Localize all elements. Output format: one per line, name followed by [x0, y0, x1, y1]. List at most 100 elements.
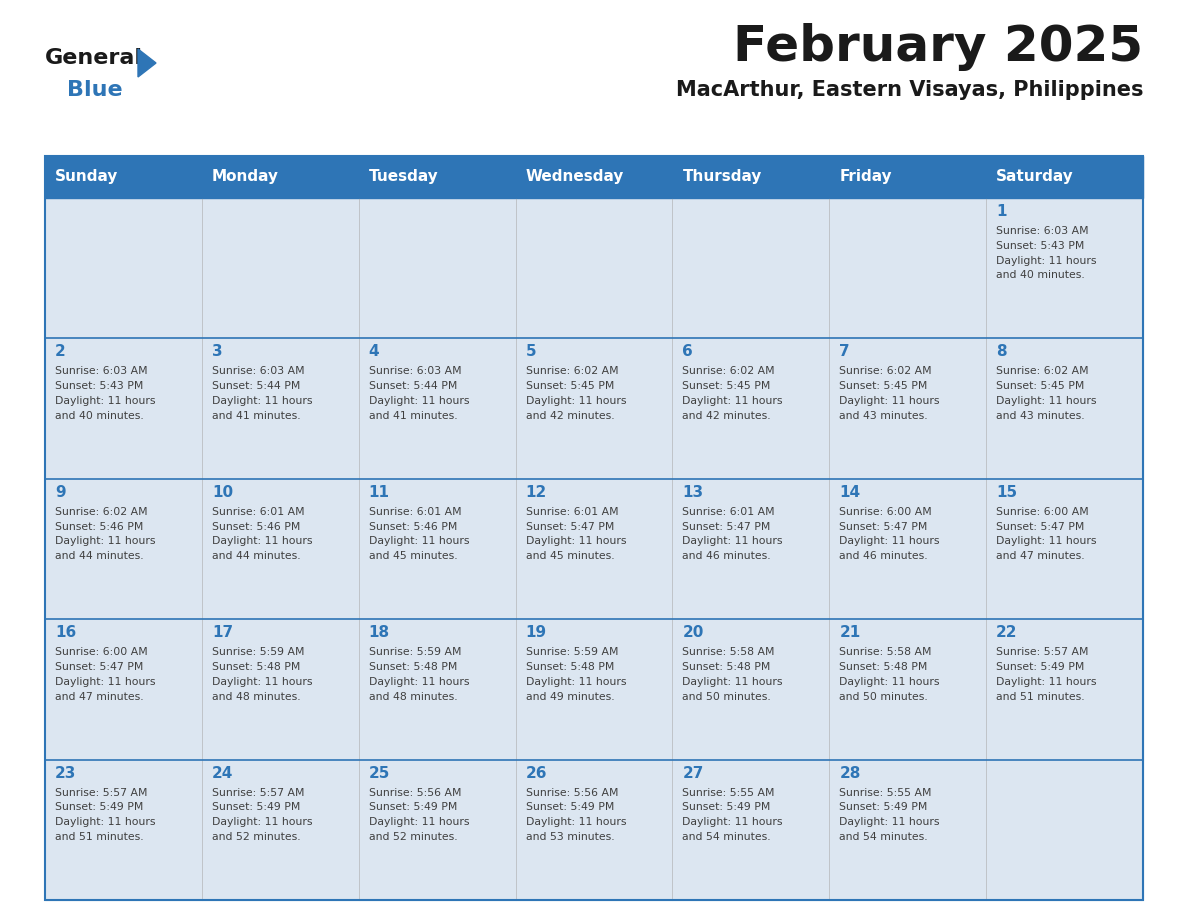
Text: Sunset: 5:48 PM: Sunset: 5:48 PM [839, 662, 928, 672]
Text: Daylight: 11 hours: Daylight: 11 hours [997, 255, 1097, 265]
Text: and 48 minutes.: and 48 minutes. [211, 691, 301, 701]
Text: and 46 minutes.: and 46 minutes. [839, 551, 928, 561]
Text: and 53 minutes.: and 53 minutes. [525, 832, 614, 842]
Bar [202, 339, 359, 479]
Text: Tuesday: Tuesday [368, 170, 438, 185]
Text: 2: 2 [55, 344, 65, 360]
Text: and 54 minutes.: and 54 minutes. [682, 832, 771, 842]
Text: Wednesday: Wednesday [525, 170, 624, 185]
Bar [45, 620, 202, 759]
Text: Sunrise: 6:02 AM: Sunrise: 6:02 AM [997, 366, 1088, 376]
Text: Sunrise: 6:03 AM: Sunrise: 6:03 AM [55, 366, 147, 376]
Text: Sunrise: 6:03 AM: Sunrise: 6:03 AM [211, 366, 304, 376]
Bar [986, 759, 1143, 900]
Text: Daylight: 11 hours: Daylight: 11 hours [997, 396, 1097, 406]
Text: Sunrise: 6:01 AM: Sunrise: 6:01 AM [525, 507, 618, 517]
Bar [202, 198, 359, 339]
Text: and 49 minutes.: and 49 minutes. [525, 691, 614, 701]
Text: and 40 minutes.: and 40 minutes. [997, 271, 1085, 280]
Text: 16: 16 [55, 625, 76, 640]
Text: and 44 minutes.: and 44 minutes. [211, 551, 301, 561]
Text: Sunrise: 5:57 AM: Sunrise: 5:57 AM [55, 788, 147, 798]
Text: Sunrise: 6:01 AM: Sunrise: 6:01 AM [211, 507, 304, 517]
Text: Daylight: 11 hours: Daylight: 11 hours [211, 677, 312, 687]
Bar [45, 759, 202, 900]
Text: Daylight: 11 hours: Daylight: 11 hours [839, 396, 940, 406]
Text: Sunset: 5:47 PM: Sunset: 5:47 PM [997, 521, 1085, 532]
Text: Sunrise: 5:56 AM: Sunrise: 5:56 AM [368, 788, 461, 798]
Text: Sunrise: 6:02 AM: Sunrise: 6:02 AM [839, 366, 931, 376]
Text: Daylight: 11 hours: Daylight: 11 hours [682, 677, 783, 687]
Text: Sunrise: 5:56 AM: Sunrise: 5:56 AM [525, 788, 618, 798]
Text: 20: 20 [682, 625, 703, 640]
Text: 26: 26 [525, 766, 546, 780]
Text: Sunrise: 6:00 AM: Sunrise: 6:00 AM [997, 507, 1089, 517]
Text: and 44 minutes.: and 44 minutes. [55, 551, 144, 561]
Text: Daylight: 11 hours: Daylight: 11 hours [211, 396, 312, 406]
Text: Sunset: 5:47 PM: Sunset: 5:47 PM [55, 662, 144, 672]
Text: Sunset: 5:43 PM: Sunset: 5:43 PM [997, 241, 1085, 251]
Text: Sunrise: 6:00 AM: Sunrise: 6:00 AM [839, 507, 933, 517]
Text: Daylight: 11 hours: Daylight: 11 hours [211, 536, 312, 546]
Text: Sunrise: 6:00 AM: Sunrise: 6:00 AM [55, 647, 147, 657]
Text: Saturday: Saturday [997, 170, 1074, 185]
Text: Daylight: 11 hours: Daylight: 11 hours [997, 536, 1097, 546]
Text: Sunset: 5:48 PM: Sunset: 5:48 PM [525, 662, 614, 672]
Text: Sunset: 5:46 PM: Sunset: 5:46 PM [211, 521, 301, 532]
Bar [672, 479, 829, 620]
Text: 7: 7 [839, 344, 849, 360]
Text: Daylight: 11 hours: Daylight: 11 hours [368, 677, 469, 687]
Text: Daylight: 11 hours: Daylight: 11 hours [368, 817, 469, 827]
Text: Sunset: 5:45 PM: Sunset: 5:45 PM [997, 381, 1085, 391]
Bar [986, 198, 1143, 339]
Bar [672, 759, 829, 900]
Text: 15: 15 [997, 485, 1017, 499]
Text: and 54 minutes.: and 54 minutes. [839, 832, 928, 842]
Text: Sunset: 5:43 PM: Sunset: 5:43 PM [55, 381, 144, 391]
Text: Sunday: Sunday [55, 170, 119, 185]
Bar [359, 759, 516, 900]
Text: and 50 minutes.: and 50 minutes. [682, 691, 771, 701]
Bar [516, 198, 672, 339]
Bar [359, 339, 516, 479]
Text: Sunrise: 5:58 AM: Sunrise: 5:58 AM [839, 647, 931, 657]
Text: Daylight: 11 hours: Daylight: 11 hours [839, 536, 940, 546]
Bar [829, 339, 986, 479]
Text: and 51 minutes.: and 51 minutes. [55, 832, 144, 842]
Text: 1: 1 [997, 204, 1006, 219]
Text: Daylight: 11 hours: Daylight: 11 hours [525, 536, 626, 546]
Text: 8: 8 [997, 344, 1006, 360]
Text: Sunset: 5:46 PM: Sunset: 5:46 PM [55, 521, 144, 532]
Text: Sunset: 5:48 PM: Sunset: 5:48 PM [368, 662, 457, 672]
Bar [45, 479, 202, 620]
Text: Sunset: 5:47 PM: Sunset: 5:47 PM [839, 521, 928, 532]
Text: Sunset: 5:45 PM: Sunset: 5:45 PM [525, 381, 614, 391]
Text: Sunset: 5:47 PM: Sunset: 5:47 PM [525, 521, 614, 532]
Text: 18: 18 [368, 625, 390, 640]
Text: Daylight: 11 hours: Daylight: 11 hours [368, 396, 469, 406]
Text: Daylight: 11 hours: Daylight: 11 hours [368, 536, 469, 546]
Bar [829, 759, 986, 900]
Text: Sunrise: 5:59 AM: Sunrise: 5:59 AM [211, 647, 304, 657]
Bar [359, 198, 516, 339]
Text: and 45 minutes.: and 45 minutes. [525, 551, 614, 561]
Text: Sunset: 5:49 PM: Sunset: 5:49 PM [211, 802, 301, 812]
Text: Sunrise: 5:58 AM: Sunrise: 5:58 AM [682, 647, 775, 657]
Bar [202, 479, 359, 620]
Text: and 52 minutes.: and 52 minutes. [368, 832, 457, 842]
Text: Daylight: 11 hours: Daylight: 11 hours [525, 817, 626, 827]
Text: 12: 12 [525, 485, 546, 499]
Text: Sunset: 5:44 PM: Sunset: 5:44 PM [368, 381, 457, 391]
Text: and 48 minutes.: and 48 minutes. [368, 691, 457, 701]
Text: Sunrise: 5:55 AM: Sunrise: 5:55 AM [839, 788, 931, 798]
Text: Monday: Monday [211, 170, 279, 185]
Bar [672, 339, 829, 479]
Text: Friday: Friday [839, 170, 892, 185]
Text: Sunrise: 6:01 AM: Sunrise: 6:01 AM [682, 507, 775, 517]
Text: 28: 28 [839, 766, 860, 780]
Bar [986, 339, 1143, 479]
Text: 22: 22 [997, 625, 1018, 640]
Text: Sunrise: 6:02 AM: Sunrise: 6:02 AM [525, 366, 618, 376]
Text: 11: 11 [368, 485, 390, 499]
Bar [672, 620, 829, 759]
